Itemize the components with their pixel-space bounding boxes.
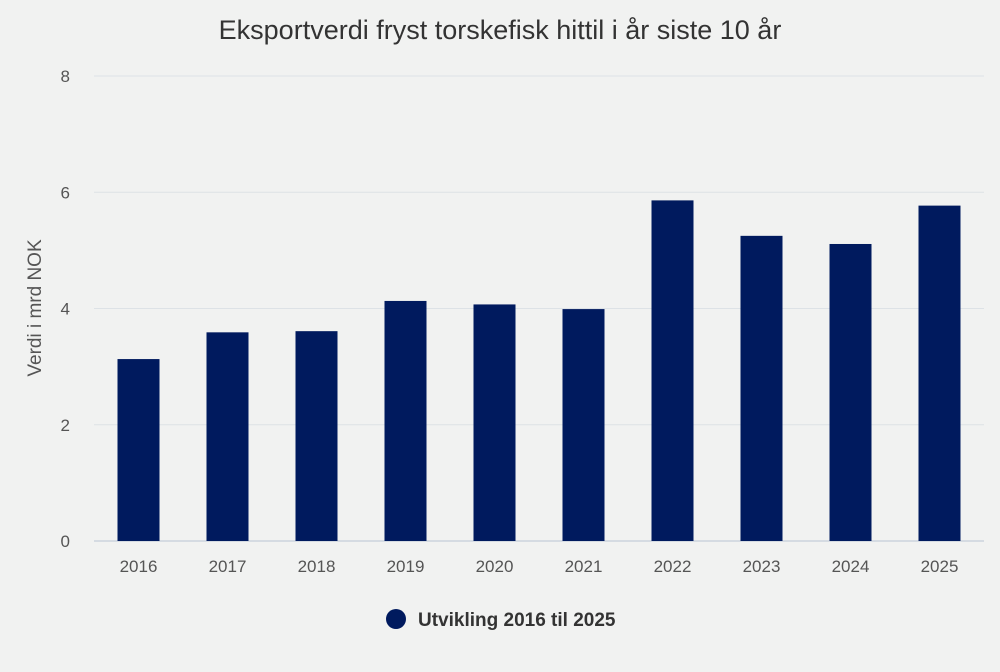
bar-2016[interactable] — [117, 359, 160, 541]
x-tick-label: 2023 — [743, 557, 781, 576]
bar-2020[interactable] — [473, 304, 516, 541]
x-tick-label: 2016 — [120, 557, 158, 576]
x-tick-label: 2022 — [654, 557, 692, 576]
chart-title: Eksportverdi fryst torskefisk hittil i å… — [219, 15, 782, 45]
bar-2018[interactable] — [295, 331, 338, 541]
legend[interactable]: Utvikling 2016 til 2025 — [386, 609, 616, 631]
bar-2022[interactable] — [651, 200, 694, 541]
x-tick-label: 2024 — [832, 557, 870, 576]
bars — [117, 200, 961, 541]
legend-label: Utvikling 2016 til 2025 — [418, 610, 616, 631]
legend-marker — [386, 609, 406, 629]
x-tick-label: 2020 — [476, 557, 514, 576]
x-tick-label: 2021 — [565, 557, 603, 576]
y-tick-label: 4 — [61, 300, 70, 319]
x-tick-label: 2025 — [921, 557, 959, 576]
x-axis-ticks: 2016 2017 2018 2019 2020 2021 2022 2023 2024 2025 — [120, 557, 959, 576]
bar-2021[interactable] — [562, 309, 605, 541]
y-tick-label: 0 — [61, 532, 70, 551]
y-axis-ticks: 0 2 4 6 8 — [61, 67, 70, 551]
bar-2023[interactable] — [740, 235, 783, 541]
y-tick-label: 2 — [61, 416, 70, 435]
x-tick-label: 2017 — [209, 557, 247, 576]
bar-2025[interactable] — [918, 205, 961, 541]
bar-2019[interactable] — [384, 300, 427, 541]
x-tick-label: 2018 — [298, 557, 336, 576]
y-tick-label: 8 — [61, 67, 70, 86]
x-tick-label: 2019 — [387, 557, 425, 576]
bar-2024[interactable] — [829, 243, 872, 541]
bar-2017[interactable] — [206, 332, 249, 541]
y-tick-label: 6 — [61, 183, 70, 202]
y-axis-title: Verdi i mrd NOK — [25, 239, 46, 377]
